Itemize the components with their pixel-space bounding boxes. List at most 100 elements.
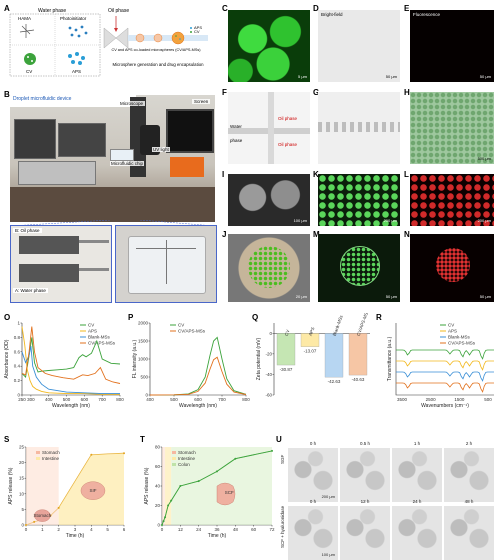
xtick-label: 5 [106,527,109,532]
xtick-label: 700 [98,397,106,402]
panel-letter-i: I [222,170,225,179]
series-line-aps [396,360,494,371]
xaxis-label: Wavelength (nm) [179,403,217,409]
bar-value-label: -30.87 [280,367,293,372]
bar-category-label: APS [308,326,316,336]
chip-label: Microfluidic chip [110,161,145,166]
data-point [167,504,170,507]
u-time-label: 1 h [413,441,421,446]
release-curve [161,450,273,526]
ytick-label: -40 [265,372,272,377]
series-line-blank-mss [396,371,494,382]
yaxis-label: FL intensity (a.u.) [132,339,138,378]
stomach-region [162,447,166,525]
series-line-cv [21,337,121,378]
xtick-label: 2 [57,527,60,532]
u-scale-label: 200 μm [321,494,335,499]
photoinitiator-label: Photoinitiator [60,16,87,21]
xtick-label: 60 [251,527,257,532]
xtick-label: 3 [74,527,77,532]
panel-letter-r: R [376,313,382,322]
xtick-label: 2500 [426,397,437,402]
data-point [234,457,237,460]
xtick-label: 3500 [397,397,408,402]
legend-swatch [172,457,176,460]
legend-entry: APS [88,329,97,334]
xtick-label: 4 [90,527,93,532]
sif-label: SIF [89,488,96,493]
xtick-label: 1500 [454,397,465,402]
data-point [164,516,167,519]
bar-cv [276,333,296,366]
xtick-label: 24 [196,527,202,532]
panel-letter-o: O [4,313,11,322]
data-point [162,520,165,523]
ytick-label: 25 [19,445,25,450]
ytick-label: 40 [155,484,161,489]
ytick-label: 0.6 [14,349,21,354]
intestine-region [165,447,172,525]
panel-f-image: Water phase Oil phase Oil phase [228,92,310,164]
ytick-label: 0.8 [14,335,21,340]
u-image-cell: 0.5 h [340,441,390,502]
axes-P [149,323,246,396]
panel-b-inset-right [115,225,217,303]
ytick-label: 60 [155,464,161,469]
u-image-cell: 0 h 200 μm [288,441,338,502]
panel-letter-t: T [140,435,145,444]
aps-legend: APS [194,25,202,30]
panel-letter-g: G [313,88,320,97]
data-point [25,524,27,526]
panel-letter-d: D [313,4,319,13]
ytick-label: 0 [157,523,160,528]
xaxis-label: Time (h) [208,533,227,539]
panel-u-grid: SGF SCF + hyaluronidase 0 h 200 μm 0.5 h 1 … [280,440,496,560]
legend-entry: Stomach [42,450,60,455]
panel-b-inset-left: B: Oil phase A: Water phase [10,225,112,303]
ytick-label: 1000 [138,357,149,362]
panel-m-image: 50 μm [318,234,400,302]
ytick-label: 0 [21,523,24,528]
panel-d-image: Bright-field 50 μm [318,10,400,82]
ytick-label: 0.2 [14,378,21,383]
intestine-illustration [80,481,106,500]
ytick-label: -20 [265,351,272,356]
xtick-label: 800 [116,397,124,402]
u-image-cell: 1 h [392,441,442,502]
panel-letter-q: Q [252,313,259,322]
xaxis-label: Wavelength (nm) [52,403,90,409]
panel-i-image: 100 μm [228,174,310,226]
xtick-label: 500 [170,397,178,402]
xaxis-label: Wavenumbers (cm⁻¹) [421,403,469,409]
colon-illustration [216,482,236,506]
hama-label: HAMA [18,16,31,21]
xtick-label: 0 [25,527,28,532]
data-point [57,506,60,509]
legend-swatch [36,457,40,460]
legend-entry: CV [178,323,184,328]
panel-letter-b: B [4,90,10,99]
legend-entry: Colon [178,462,190,467]
bar-value-label: -13.07 [304,349,317,354]
u-time-label: 2 h [465,441,473,446]
xtick-label: 600 [194,397,202,402]
panel-c-image: 5 μm [228,10,310,82]
data-point [123,452,125,455]
cv-circle-icon [24,53,36,65]
legend-entry: CV [448,323,454,328]
r-axes [395,323,494,396]
panel-letter-s: S [4,435,10,444]
yaxis-label: APS release (%) [144,467,150,504]
legend-entry: APS [448,329,457,334]
ytick-label: 20 [155,503,161,508]
panel-l-image: 200 μm [410,174,494,226]
u-time-label: 24 h [412,499,422,504]
panel-g-image [318,92,400,164]
xaxis-label: Time (h) [66,533,85,539]
cv-legend: CV [194,29,200,34]
bar-category-label: CV [284,329,291,337]
legend-entry: CV [88,323,94,328]
ytick-label: 2000 [138,321,149,326]
